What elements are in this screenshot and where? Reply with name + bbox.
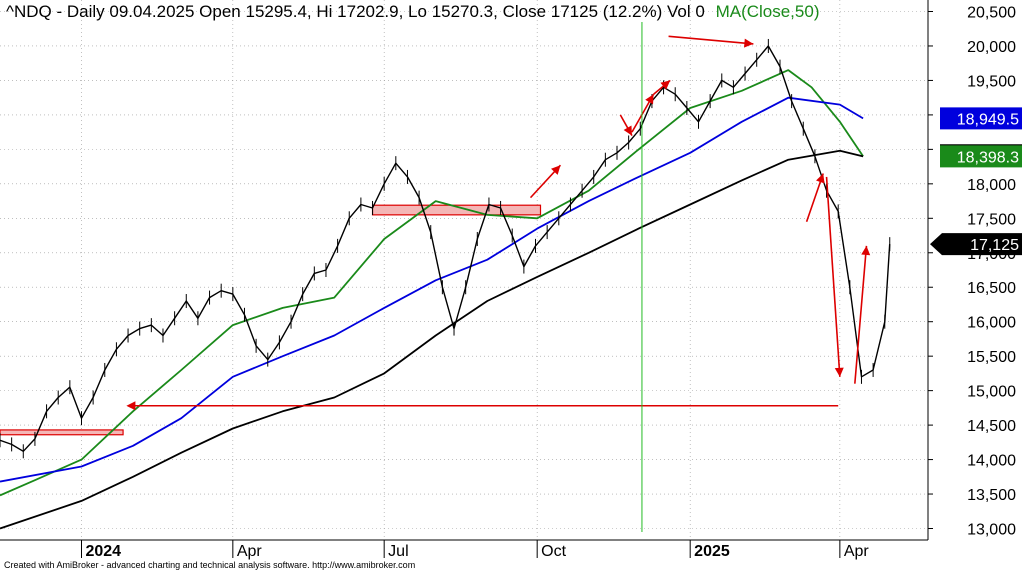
value-tags: 18,949.518,414.418,398.317,125 xyxy=(930,107,1022,256)
chart-grid xyxy=(0,0,928,540)
header-symbol-line: ^NDQ - Daily 09.04.2025 Open 15295.4, Hi… xyxy=(6,2,705,21)
x-tick-label: 2025 xyxy=(694,543,730,560)
annotation-arrow xyxy=(854,245,868,384)
annotation-arrowhead xyxy=(645,94,654,105)
x-tick-label: Apr xyxy=(844,543,870,560)
y-tick-label: 13,500 xyxy=(967,487,1016,504)
support-level-arrowhead xyxy=(126,401,136,411)
y-tick-label: 16,500 xyxy=(967,280,1016,297)
y-tick-label: 16,000 xyxy=(967,315,1016,332)
annotation-arrowhead xyxy=(660,80,671,90)
annotation-arrow xyxy=(825,176,841,377)
support-zone xyxy=(0,429,124,436)
price-layer xyxy=(0,38,891,459)
x-tick-label: Jul xyxy=(388,543,408,560)
header-info: ^NDQ - Daily 09.04.2025 Open 15295.4, Hi… xyxy=(6,2,819,21)
ma100-line xyxy=(0,96,864,483)
y-tick-label: 14,500 xyxy=(967,418,1016,435)
value-tag-label: 17,125 xyxy=(970,237,1019,254)
price-line xyxy=(0,45,891,452)
y-tick-label: 13,000 xyxy=(967,522,1016,539)
y-tick-label: 20,500 xyxy=(967,5,1016,22)
annotation-layer xyxy=(126,35,871,411)
ma200-line xyxy=(0,149,864,530)
value-tag xyxy=(940,145,1022,168)
x-tick-label: 2024 xyxy=(85,543,121,560)
x-tick-label: Apr xyxy=(237,543,263,560)
x-axis: 2024 Apr Jul Oct 2025 Apr xyxy=(0,539,928,560)
annotation-arrowhead xyxy=(551,165,561,175)
footer-credit: Created with AmiBroker - advanced charti… xyxy=(4,560,415,570)
ma50-line xyxy=(0,69,864,497)
annotation-arrowhead xyxy=(623,125,632,136)
header-ma-label: MA(Close,50) xyxy=(716,2,820,21)
y-tick-label: 18,000 xyxy=(967,177,1016,194)
x-tick-label: Oct xyxy=(541,543,566,560)
y-tick-label: 15,500 xyxy=(967,349,1016,366)
value-tag-label: 18,949.5 xyxy=(957,111,1019,128)
y-tick-label: 17,500 xyxy=(967,211,1016,228)
value-tag xyxy=(940,107,1022,130)
y-tick-label: 19,500 xyxy=(967,73,1016,90)
annotation-arrowhead xyxy=(834,367,844,377)
value-tag xyxy=(930,233,1022,256)
annotation-arrowhead xyxy=(861,245,871,256)
annotation-arrow xyxy=(668,35,754,45)
y-tick-label: 20,000 xyxy=(967,39,1016,56)
value-tag-label: 18,398.3 xyxy=(957,149,1019,166)
y-tick-label: 14,000 xyxy=(967,453,1016,470)
series-layer xyxy=(0,69,864,530)
y-tick-label: 15,000 xyxy=(967,384,1016,401)
annotation-arrowhead xyxy=(744,38,754,48)
annotation-arrowhead xyxy=(816,173,825,184)
